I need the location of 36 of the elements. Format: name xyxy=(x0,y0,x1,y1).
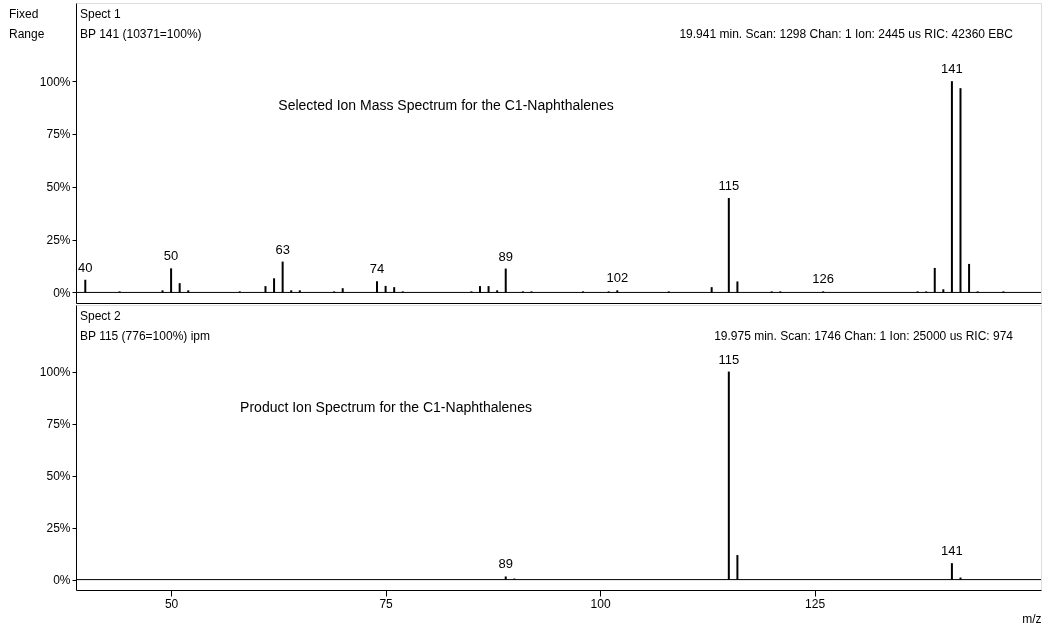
chart-title: Spect 2 xyxy=(80,309,122,323)
text: Fixed Range xyxy=(9,7,45,41)
y-tick-label: 25% xyxy=(46,233,71,248)
y-tick-label: 100% xyxy=(39,74,71,89)
annotation: 89 xyxy=(498,248,513,264)
annotation: 115 xyxy=(718,351,740,367)
annotation: 115 xyxy=(718,178,740,193)
annotation: 89 xyxy=(498,556,513,572)
y-tick-label: 50% xyxy=(46,180,71,195)
x-tick-label: 100 xyxy=(590,596,611,611)
chart-title: Spect 1 xyxy=(80,7,122,21)
annotation: Product Ion Spectrum for the C1-Naphthalenes xyxy=(240,399,532,415)
annotation: 63 xyxy=(275,241,290,257)
annotation: 50 xyxy=(163,248,179,264)
annotation: 19.975 min. Scan: 1746 Chan: 1 Ion: 25000 us RIC: 974 xyxy=(714,329,1014,343)
annotation: 19.941 min. Scan: 1298 Chan: 1 Ion: 2445 us RIC: 42360 EBC xyxy=(679,27,1014,41)
x-axis-title: m/z xyxy=(1022,611,1042,626)
annotation: Selected Ion Mass Spectrum for the C1-Naphthalenes xyxy=(278,97,614,113)
x-tick-label: 75 xyxy=(379,596,394,611)
annotation: 40 xyxy=(78,259,93,275)
x-tick-label: 125 xyxy=(805,596,826,611)
annotation: 102 xyxy=(606,270,629,286)
y-tick-label: 0% xyxy=(53,285,71,300)
y-tick-label: 75% xyxy=(46,417,71,432)
y-tick-label: 100% xyxy=(39,365,71,380)
annotation: 141 xyxy=(941,61,963,77)
y-tick-label: 75% xyxy=(46,127,71,142)
y-tick-label: 50% xyxy=(46,469,71,484)
y-tick-label: 0% xyxy=(53,573,71,588)
text: BP 115 (776=100%) ipm xyxy=(80,329,210,343)
annotation: 126 xyxy=(812,271,835,287)
annotation: 74 xyxy=(369,261,385,277)
text: BP 141 (10371=100%) xyxy=(80,27,202,41)
y-tick-label: 25% xyxy=(46,521,71,536)
annotation: 141 xyxy=(941,543,963,559)
x-tick-label: 50 xyxy=(164,596,179,611)
